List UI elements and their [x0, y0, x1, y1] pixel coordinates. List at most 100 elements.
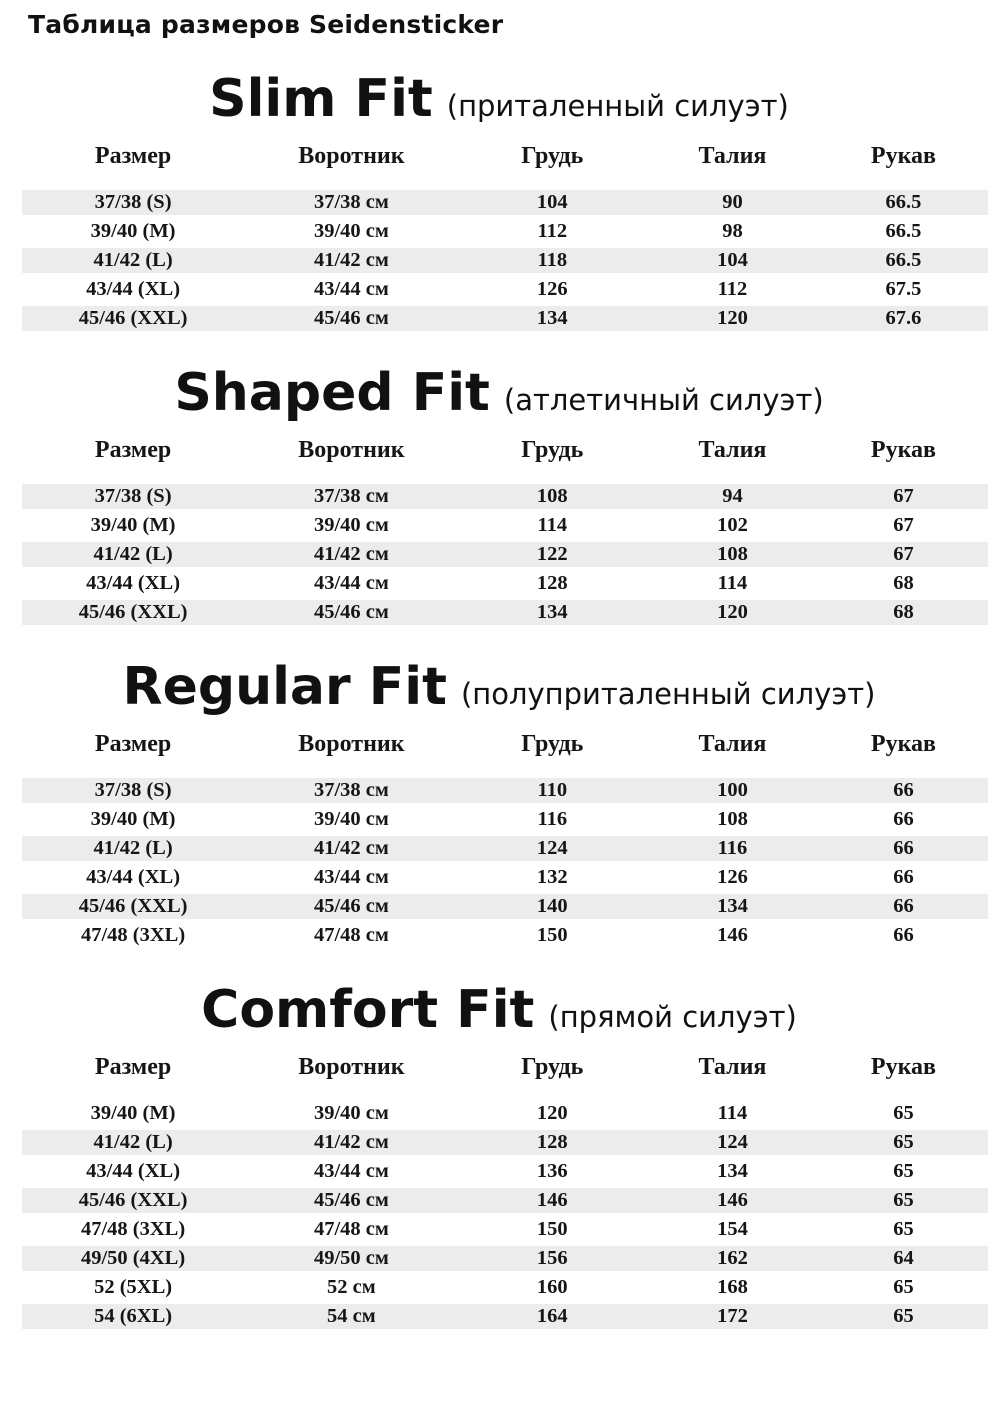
table-cell: 124	[458, 834, 646, 863]
table-cell: 68	[818, 569, 988, 598]
table-row: 47/48 (3XL) 47/48 см 150 154 65	[22, 1215, 988, 1244]
table-row: 54 (6XL) 54 см 164 172 65	[22, 1302, 988, 1331]
table-row: 45/46 (XXL) 45/46 см 134 120 67.6	[22, 304, 988, 333]
table-cell: 39/40 см	[244, 1099, 459, 1128]
size-table: Размер Воротник Грудь Талия Рукав 37/38 (S) 3…	[22, 133, 988, 333]
table-cell: 39/40 (M)	[22, 805, 245, 834]
table-cell: 110	[458, 776, 646, 805]
table-cell: 41/42 см	[244, 540, 459, 569]
table-row: 41/42 (L) 41/42 см 118 104 66.5	[22, 246, 988, 275]
table-cell: 168	[646, 1273, 819, 1302]
table-cell: 66	[818, 776, 988, 805]
table-cell: 43/44 (XL)	[22, 863, 245, 892]
table-cell: 45/46 (XXL)	[22, 892, 245, 921]
table-row: 45/46 (XXL) 45/46 см 146 146 65	[22, 1186, 988, 1215]
table-cell: 39/40 (M)	[22, 1099, 245, 1128]
table-cell: 134	[458, 598, 646, 627]
table-cell: 65	[818, 1099, 988, 1128]
section-title: Regular Fit (полуприталенный силуэт)	[0, 657, 998, 717]
table-cell: 52 (5XL)	[22, 1273, 245, 1302]
section-title: Shaped Fit (атлетичный силуэт)	[0, 363, 998, 423]
table-row: 43/44 (XL) 43/44 см 132 126 66	[22, 863, 988, 892]
table-cell: 67	[818, 540, 988, 569]
table-cell: 90	[646, 188, 819, 217]
table-cell: 146	[458, 1186, 646, 1215]
table-cell: 47/48 см	[244, 921, 459, 950]
fit-subtitle: (полуприталенный силуэт)	[460, 677, 876, 711]
table-cell: 120	[646, 304, 819, 333]
table-header-row: Размер Воротник Грудь Талия Рукав	[22, 721, 988, 776]
column-header: Талия	[698, 731, 767, 757]
table-cell: 136	[458, 1157, 646, 1186]
table-cell: 54 см	[244, 1302, 459, 1331]
table-row: 37/38 (S) 37/38 см 110 100 66	[22, 776, 988, 805]
table-cell: 49/50 (4XL)	[22, 1244, 245, 1273]
table-cell: 134	[646, 892, 819, 921]
table-cell: 66.5	[818, 246, 988, 275]
table-cell: 52 см	[244, 1273, 459, 1302]
table-row: 39/40 (M) 39/40 см 120 114 65	[22, 1099, 988, 1128]
table-cell: 112	[458, 217, 646, 246]
table-cell: 43/44 (XL)	[22, 1157, 245, 1186]
table-cell: 134	[646, 1157, 819, 1186]
table-cell: 65	[818, 1273, 988, 1302]
table-cell: 116	[646, 834, 819, 863]
table-cell: 120	[458, 1099, 646, 1128]
table-cell: 128	[458, 1128, 646, 1157]
table-cell: 162	[646, 1244, 819, 1273]
table-header-row: Размер Воротник Грудь Талия Рукав	[22, 427, 988, 482]
column-header: Грудь	[521, 1054, 584, 1080]
table-cell: 120	[646, 598, 819, 627]
table-cell: 116	[458, 805, 646, 834]
table-cell: 114	[646, 1099, 819, 1128]
table-cell: 43/44 см	[244, 1157, 459, 1186]
table-cell: 41/42 (L)	[22, 1128, 245, 1157]
table-cell: 108	[458, 482, 646, 511]
table-cell: 47/48 (3XL)	[22, 1215, 245, 1244]
table-cell: 67	[818, 511, 988, 540]
column-header: Рукав	[870, 731, 936, 757]
fit-section: Slim Fit (приталенный силуэт) Размер Воро…	[0, 69, 998, 333]
table-cell: 37/38 (S)	[22, 482, 245, 511]
table-cell: 164	[458, 1302, 646, 1331]
table-cell: 108	[646, 540, 819, 569]
table-cell: 41/42 (L)	[22, 246, 245, 275]
column-header: Талия	[698, 143, 767, 169]
fit-section: Shaped Fit (атлетичный силуэт) Размер Вор…	[0, 363, 998, 627]
table-cell: 65	[818, 1128, 988, 1157]
table-row: 43/44 (XL) 43/44 см 126 112 67.5	[22, 275, 988, 304]
column-header: Рукав	[870, 1054, 936, 1080]
table-cell: 98	[646, 217, 819, 246]
table-row: 49/50 (4XL) 49/50 см 156 162 64	[22, 1244, 988, 1273]
table-cell: 66	[818, 834, 988, 863]
table-row: 41/42 (L) 41/42 см 128 124 65	[22, 1128, 988, 1157]
table-cell: 45/46 см	[244, 892, 459, 921]
table-cell: 39/40 см	[244, 511, 459, 540]
column-header: Талия	[698, 437, 767, 463]
column-header: Рукав	[870, 437, 936, 463]
table-cell: 172	[646, 1302, 819, 1331]
size-chart-page: Таблица размеров Seidensticker Slim Fit …	[0, 10, 998, 1331]
table-row: 47/48 (3XL) 47/48 см 150 146 66	[22, 921, 988, 950]
fit-section: Comfort Fit (прямой силуэт) Размер Воротн…	[0, 980, 998, 1331]
table-cell: 124	[646, 1128, 819, 1157]
table-row: 39/40 (M) 39/40 см 112 98 66.5	[22, 217, 988, 246]
table-cell: 67.5	[818, 275, 988, 304]
table-cell: 45/46 см	[244, 1186, 459, 1215]
section-title: Comfort Fit (прямой силуэт)	[0, 980, 998, 1040]
column-header: Размер	[94, 437, 172, 463]
table-cell: 45/46 (XXL)	[22, 598, 245, 627]
table-cell: 45/46 см	[244, 304, 459, 333]
fit-name: Regular Fit	[122, 657, 447, 717]
fit-name: Slim Fit	[209, 69, 433, 129]
table-cell: 39/40 (M)	[22, 217, 245, 246]
table-cell: 114	[646, 569, 819, 598]
column-header: Размер	[94, 731, 172, 757]
table-cell: 156	[458, 1244, 646, 1273]
table-cell: 134	[458, 304, 646, 333]
table-cell: 37/38 см	[244, 482, 459, 511]
table-cell: 41/42 (L)	[22, 540, 245, 569]
table-cell: 47/48 см	[244, 1215, 459, 1244]
table-cell: 65	[818, 1215, 988, 1244]
table-row: 45/46 (XXL) 45/46 см 134 120 68	[22, 598, 988, 627]
